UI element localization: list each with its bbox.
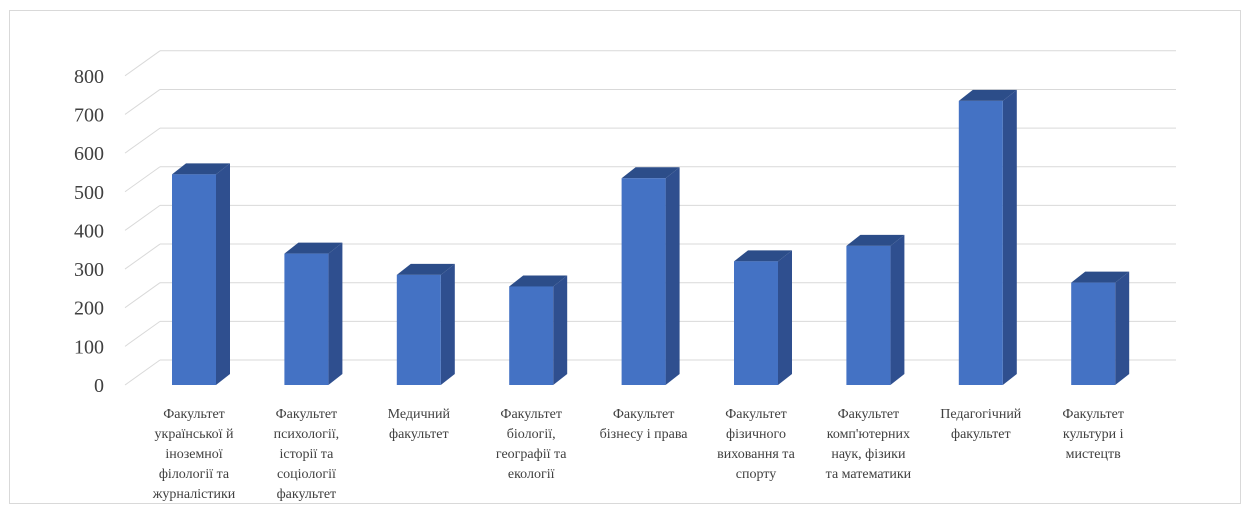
x-tick-label-line: журналістики — [152, 487, 236, 502]
bar-top — [1071, 271, 1130, 283]
bar-side — [890, 234, 905, 385]
gridline-depth — [124, 359, 161, 386]
x-tick-label: Факультет біології, географії та екології — [496, 407, 567, 482]
bar — [734, 261, 778, 385]
bar-side — [440, 263, 455, 385]
x-tick-label-line: української й — [155, 427, 234, 442]
x-tick-label-line: Факультет — [276, 407, 338, 422]
x-tick-label-line: географії та — [496, 447, 567, 462]
x-tick-label-line: Факультет — [838, 407, 900, 422]
x-tick-label-line: Факультет — [613, 407, 675, 422]
bar-side — [216, 163, 230, 385]
bar-top — [172, 163, 230, 175]
x-tick-label: Медичний факультет — [388, 407, 451, 442]
bar-side — [1115, 271, 1130, 385]
bar-top — [734, 250, 792, 262]
bar-side — [665, 167, 680, 385]
bar-side — [778, 250, 792, 385]
gridline-depth — [124, 282, 161, 309]
bar — [958, 100, 1003, 386]
x-tick-label-line: психології, — [274, 427, 340, 442]
x-tick-label: Факультет психології, історії та соціології… — [274, 407, 340, 502]
gridline-depth — [124, 320, 161, 347]
x-tick-label-line: спорту — [736, 467, 776, 482]
gridline-depth — [124, 204, 161, 231]
x-tick-label-line: та математики — [826, 467, 912, 482]
x-tick-label-line: виховання та — [717, 447, 795, 462]
x-tick-label-line: Факультет — [500, 407, 562, 422]
gridline-depth — [124, 50, 161, 77]
bar-top — [958, 89, 1017, 101]
bar — [284, 253, 329, 385]
bar-top — [846, 234, 905, 246]
x-tick-label-line: факультет — [389, 427, 449, 442]
bar-top — [284, 242, 343, 254]
x-tick-label: Факультет української й іноземної філології… — [152, 407, 236, 502]
bar — [621, 178, 666, 385]
y-tick-label: 100 — [74, 336, 104, 358]
x-tick-label: Факультет культури і мистецтв — [1062, 407, 1124, 462]
x-tick-label-line: історії та — [279, 447, 334, 462]
y-tick-label: 800 — [74, 66, 104, 88]
x-tick-label-line: філології та — [159, 467, 230, 482]
x-tick-label-line: культури і — [1063, 427, 1124, 442]
y-tick-label: 500 — [74, 182, 104, 204]
x-tick-label-line: Педагогічний — [940, 407, 1022, 422]
x-tick-label-line: екології — [508, 467, 555, 482]
y-tick-label: 200 — [74, 298, 104, 320]
gridline-depth — [124, 243, 161, 270]
x-tick-label-line: соціології — [277, 467, 336, 482]
x-tick-label: Факультет фізичного виховання та спорту — [717, 407, 795, 482]
x-tick-label: Факультет бізнесу і права — [600, 407, 689, 442]
y-tick-label: 0 — [94, 375, 104, 397]
bar-side — [328, 242, 343, 385]
y-tick-label: 600 — [74, 143, 104, 165]
bar — [509, 286, 554, 385]
x-tick-label-line: наук, фізики — [831, 447, 906, 462]
bar-side — [553, 275, 568, 385]
bar-side — [1002, 89, 1017, 386]
x-tick-label-line: фізичного — [726, 427, 786, 442]
y-tick-label: 700 — [74, 104, 104, 126]
bar-top — [509, 275, 568, 287]
x-tick-label-line: факультет — [951, 427, 1011, 442]
x-tick-label-line: бізнесу і права — [600, 427, 689, 442]
bar-top — [396, 263, 455, 275]
x-tick-label-line: мистецтв — [1066, 447, 1122, 462]
gridline-depth — [124, 127, 161, 154]
x-tick-label-line: Факультет — [163, 407, 225, 422]
x-tick-label-line: факультет — [277, 487, 337, 502]
gridline-depth — [124, 89, 161, 115]
x-tick-label-line: біології, — [507, 427, 556, 442]
gridline-depth — [124, 166, 161, 193]
x-tick-label-line: Медичний — [388, 407, 451, 422]
x-tick-label: Педагогічний факультет — [940, 407, 1022, 442]
x-tick-label-line: Факультет — [725, 407, 787, 422]
bar — [172, 174, 216, 385]
y-tick-label: 400 — [74, 220, 104, 242]
bar — [396, 274, 441, 385]
bar — [846, 245, 891, 385]
x-tick-label-line: комп'ютерних — [827, 427, 910, 442]
x-tick-label: Факультет комп'ютерних наук, фізики та мате… — [826, 407, 912, 482]
bar — [1071, 282, 1116, 385]
x-tick-label-line: іноземної — [165, 447, 222, 462]
bar-top — [621, 167, 680, 179]
y-tick-label: 300 — [74, 259, 104, 281]
x-tick-label-line: Факультет — [1062, 407, 1124, 422]
